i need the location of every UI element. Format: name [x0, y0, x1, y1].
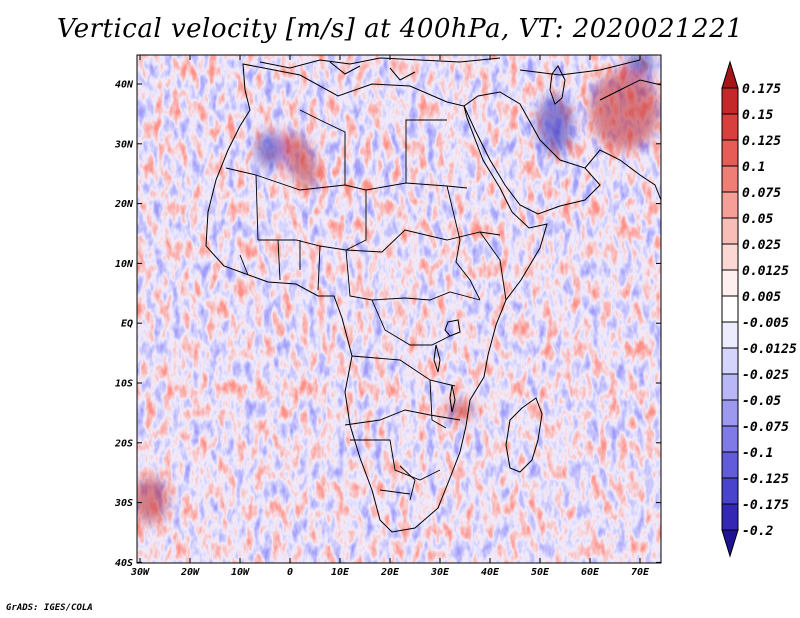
- colorbar-box: [721, 451, 739, 479]
- blue-core-north: [626, 55, 654, 77]
- colorbar-box: [721, 217, 739, 245]
- africa-coastline: [205, 63, 548, 533]
- lon-label: 50E: [531, 567, 550, 578]
- colorbar-label: 0.15: [742, 108, 773, 123]
- lon-label: 20E: [380, 567, 400, 578]
- lon-label: 0: [287, 567, 293, 578]
- colorbar-box: [721, 269, 739, 297]
- lake-victoria: [444, 319, 461, 337]
- lon-label: 70E: [631, 567, 650, 578]
- lon-label: 60E: [581, 567, 600, 578]
- colorbar-label: -0.125: [742, 472, 789, 487]
- lake-tanganyika: [433, 344, 441, 373]
- velocity-field: [137, 55, 661, 563]
- colorbar-box: [721, 139, 739, 167]
- colorbar-box: [721, 373, 739, 401]
- colorbar-label: -0.0125: [742, 342, 797, 357]
- colorbar: 0.175 0.15 0.125 0.1 0.075 0.05 0.025 0.0125 0.0…: [721, 60, 797, 558]
- lat-label: 10S: [115, 379, 133, 390]
- lat-axis: 40N 30N 20N 10N EQ 10S 20S 30S 40S: [114, 80, 661, 569]
- colorbar-box: [721, 425, 739, 453]
- colorbar-label: -0.025: [742, 368, 789, 383]
- lon-label: 40E: [481, 567, 500, 578]
- asia-coastline: [519, 59, 662, 201]
- colorbar-label: 0.05: [742, 212, 773, 227]
- colorbar-box: [721, 243, 739, 271]
- lon-label: 20W: [180, 567, 200, 578]
- colorbar-label: -0.2: [742, 524, 773, 539]
- colorbar-label: 0.125: [742, 134, 781, 149]
- lat-label: 20N: [114, 199, 134, 210]
- colorbar-bottom-arrow: [721, 529, 739, 558]
- red-core-south-atlantic: [137, 476, 168, 524]
- lon-label: 30W: [130, 567, 150, 578]
- colorbar-box: [721, 503, 739, 531]
- colorbar-label: 0.175: [742, 82, 781, 97]
- colorbar-label: 0.0125: [742, 264, 789, 279]
- blue-core-arabia: [537, 95, 573, 155]
- colorbar-label: -0.005: [742, 316, 789, 331]
- lake-malawi: [449, 384, 456, 413]
- colorbar-box: [721, 87, 739, 115]
- lon-axis: 30W 20W 10W 0 10E 20E 30E 40E 50E 60E 70E: [130, 55, 650, 578]
- colorbar-box: [721, 191, 739, 219]
- lat-label: 30N: [114, 139, 134, 150]
- map-title: Vertical velocity [m/s] at 400hPa, VT: 2…: [56, 14, 744, 44]
- colorbar-label: 0.075: [742, 186, 781, 201]
- country-borders: [205, 57, 662, 533]
- europe-coastline: [259, 57, 501, 81]
- colorbar-box: [721, 347, 739, 375]
- plot-frame: [136, 54, 662, 564]
- colorbar-label: 0.025: [742, 238, 781, 253]
- colorbar-label: -0.05: [742, 394, 781, 409]
- colorbar-label: -0.075: [742, 420, 789, 435]
- lat-label: 40N: [115, 80, 134, 91]
- lat-label: 20S: [114, 438, 133, 449]
- lat-label: 30S: [114, 498, 133, 509]
- colorbar-box: [721, 321, 739, 349]
- velocity-features: [137, 55, 660, 524]
- madagascar-coastline: [505, 397, 543, 473]
- lon-label: 10E: [331, 567, 350, 578]
- lon-label: 30E: [430, 567, 450, 578]
- grads-footer: GrADS: IGES/COLA: [6, 603, 93, 613]
- colorbar-top-arrow: [721, 60, 739, 89]
- colorbar-label: 0.005: [742, 290, 781, 305]
- lat-label: 40S: [115, 558, 133, 569]
- colorbar-box: [721, 113, 739, 141]
- lat-label: EQ: [121, 319, 133, 330]
- colorbar-box: [721, 477, 739, 505]
- lat-label: 10N: [115, 259, 134, 270]
- blue-core-west-sahara: [256, 132, 284, 168]
- colorbar-label: -0.1: [742, 446, 773, 461]
- arabia-coastline: [463, 91, 601, 215]
- colorbar-label: -0.175: [742, 498, 789, 513]
- red-core-sahara: [282, 132, 318, 188]
- colorbar-box: [721, 165, 739, 193]
- colorbar-label: 0.1: [742, 160, 765, 175]
- red-core-mozambique: [446, 400, 474, 420]
- lon-label: 10W: [231, 567, 250, 578]
- caspian-coastline: [549, 65, 566, 105]
- plot-area: [137, 55, 661, 563]
- red-core-asia: [590, 70, 660, 150]
- colorbar-box: [721, 295, 739, 323]
- internal-borders: [225, 109, 507, 501]
- colorbar-box: [721, 399, 739, 427]
